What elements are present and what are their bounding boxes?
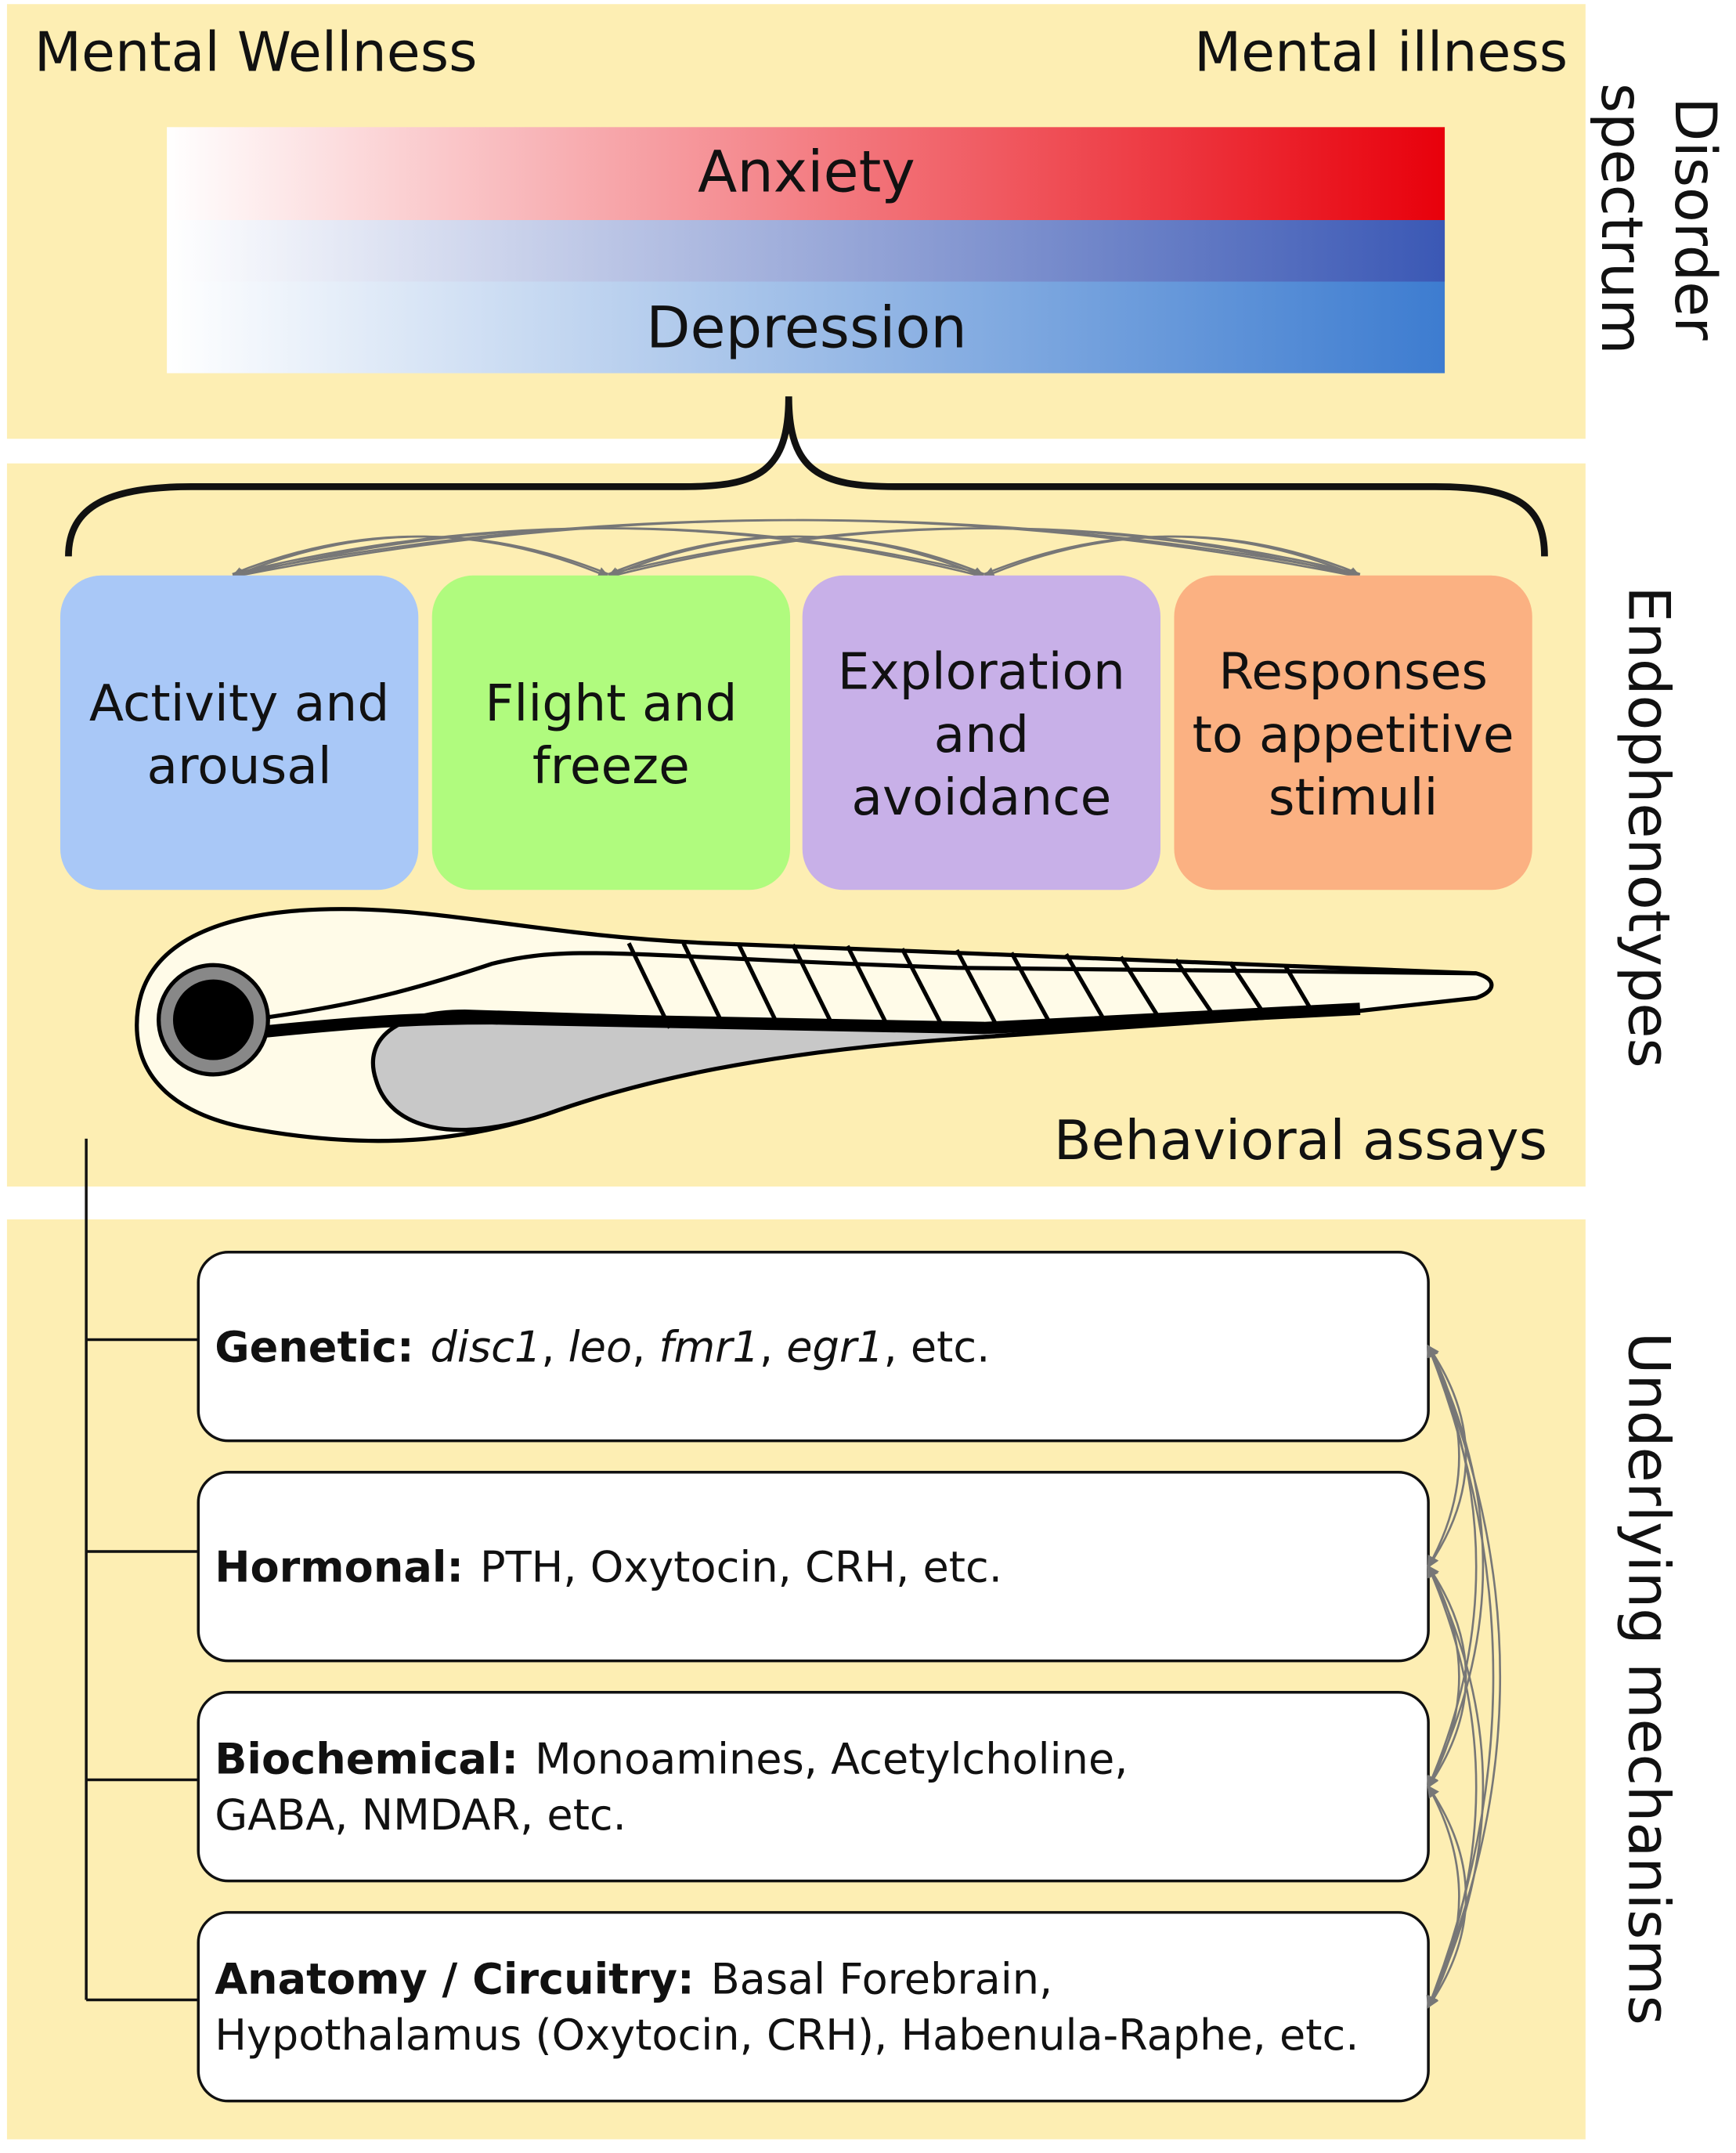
mechanism-label: Hormonal: bbox=[215, 1542, 464, 1591]
side-label: Disorder bbox=[1662, 97, 1728, 341]
mechanism-boxes: Genetic: disc1, leo, fmr1, egr1, etc. Horm… bbox=[197, 1251, 1430, 2103]
mechanism-segment: Monoamines, Acetylcholine, bbox=[535, 1735, 1128, 1784]
side-label: spectrum bbox=[1588, 83, 1655, 355]
bar-label: Depression bbox=[646, 294, 967, 361]
arc bbox=[230, 535, 609, 579]
box-label-line: Exploration bbox=[838, 643, 1125, 702]
box-label: Responses to appetitive stimuli bbox=[1193, 643, 1514, 828]
box-label-line: arousal bbox=[146, 737, 331, 796]
box-label-line: freeze bbox=[532, 737, 690, 796]
spectrum-right-label: Mental illness bbox=[1194, 21, 1568, 85]
arc bbox=[1427, 1785, 1467, 2007]
box-label-line: Responses bbox=[1218, 643, 1488, 702]
arc bbox=[230, 518, 1361, 581]
side-label: Endophenotypes bbox=[1615, 586, 1682, 1067]
arc bbox=[1427, 1565, 1467, 1787]
box-label-line: Flight and bbox=[485, 674, 737, 733]
mechanism-label: Genetic: bbox=[215, 1322, 413, 1371]
endophenotype-boxes: Activity and arousal Flight and freeze Explo… bbox=[60, 575, 1532, 890]
brace bbox=[65, 396, 1548, 557]
box-label: Exploration and avoidance bbox=[838, 643, 1125, 828]
bar-label: Anxiety bbox=[698, 139, 915, 205]
mechanism-segment: leo bbox=[568, 1322, 632, 1371]
mechanism-box bbox=[197, 1911, 1430, 2103]
mechanism-text: Hormonal: PTH, Oxytocin, CRH, etc. bbox=[215, 1542, 1002, 1591]
side-label: Underlying mechanisms bbox=[1615, 1332, 1682, 2025]
box-label-line: avoidance bbox=[851, 768, 1111, 827]
mechanism-label: Anatomy / Circuitry: bbox=[215, 1955, 694, 2004]
mechanism-box bbox=[197, 1691, 1430, 1883]
tree-lines bbox=[85, 1138, 199, 2002]
endophenotype-box bbox=[802, 575, 1161, 890]
mechanism-segment: fmr1 bbox=[659, 1322, 759, 1371]
connections bbox=[1426, 1344, 1502, 2009]
box-label-line: stimuli bbox=[1269, 768, 1438, 827]
mechanism-segment: , etc. bbox=[884, 1322, 991, 1371]
mechanism-segment: PTH, Oxytocin, CRH, etc. bbox=[480, 1542, 1002, 1591]
mechanism-label: Biochemical: bbox=[215, 1735, 518, 1784]
arc bbox=[1427, 1564, 1485, 2007]
mechanism-segment: Basal Forebrain, bbox=[711, 1955, 1053, 2004]
arc bbox=[606, 535, 985, 579]
arc bbox=[1427, 1344, 1485, 1787]
arc bbox=[230, 527, 985, 580]
mechanism-text: Genetic: disc1, leo, fmr1, egr1, etc. bbox=[215, 1322, 990, 1371]
box-label: Activity and arousal bbox=[89, 674, 389, 796]
arc bbox=[606, 527, 1361, 580]
mechanism-segment: , bbox=[760, 1322, 786, 1371]
mechanism-segment: Hypothalamus (Oxytocin, CRH), Habenula-R… bbox=[215, 2010, 1359, 2060]
mechanism-segment: , bbox=[541, 1322, 568, 1371]
mechanism-segment: , bbox=[632, 1322, 659, 1371]
mechanism-segment: GABA, NMDAR, etc. bbox=[215, 1790, 626, 1840]
box-label-line: Activity and bbox=[89, 674, 389, 733]
box-label: Flight and freeze bbox=[485, 674, 737, 796]
mechanism-text: Anatomy / Circuitry: Basal Forebrain, Hypo… bbox=[215, 1955, 1359, 2061]
mechanism-text: Biochemical: Monoamines, Acetylcholine, GA… bbox=[215, 1735, 1128, 1841]
spectrum-left-label: Mental Wellness bbox=[34, 21, 478, 85]
caption: Behavioral assays bbox=[1054, 1109, 1547, 1172]
gradient-bar bbox=[167, 127, 1445, 221]
endophenotype-box bbox=[60, 575, 419, 890]
gradient-bar bbox=[167, 220, 1445, 282]
endophenotype-box bbox=[1174, 575, 1532, 890]
connections bbox=[230, 518, 1362, 581]
mechanism-segment: disc1 bbox=[431, 1322, 542, 1371]
mechanism-segment: egr1 bbox=[786, 1322, 883, 1371]
arc bbox=[1427, 1566, 1478, 2009]
arc bbox=[1427, 1344, 1502, 2007]
fish bbox=[135, 907, 1494, 1143]
box-label-line: and bbox=[934, 706, 1029, 764]
box-label-line: to appetitive bbox=[1193, 706, 1514, 764]
arc bbox=[982, 535, 1361, 579]
arc bbox=[1427, 1345, 1467, 1567]
endophenotype-box bbox=[431, 575, 791, 890]
